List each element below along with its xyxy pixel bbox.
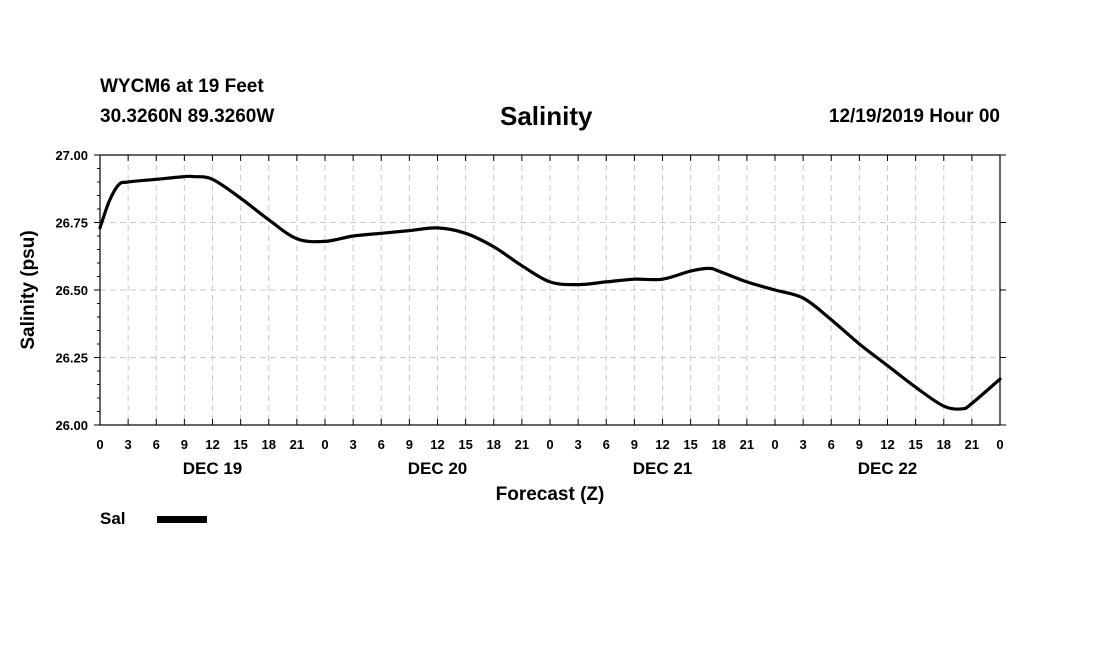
grid-lines — [100, 155, 1000, 425]
y-axis-title: Salinity (psu) — [18, 230, 39, 349]
x-tick-label: 15 — [683, 437, 697, 452]
station-label: WYCM6 at 19 Feet — [100, 76, 264, 97]
x-tick-label: 15 — [908, 437, 922, 452]
x-tick-label: 9 — [406, 437, 413, 452]
y-tick-label: 26.50 — [55, 283, 88, 298]
day-label: DEC 20 — [408, 459, 468, 478]
x-tick-label: 0 — [96, 437, 103, 452]
x-tick-label: 3 — [800, 437, 807, 452]
x-tick-label: 6 — [828, 437, 835, 452]
day-labels: DEC 19 DEC 20 DEC 21 DEC 22 — [183, 459, 918, 478]
axis-ticks — [94, 154, 1006, 426]
y-tick-label: 26.25 — [55, 351, 88, 366]
x-tick-label: 9 — [856, 437, 863, 452]
x-tick-label: 18 — [937, 437, 951, 452]
x-tick-label: 12 — [880, 437, 894, 452]
y-tick-label: 27.00 — [55, 148, 88, 163]
day-label: DEC 22 — [858, 459, 918, 478]
y-tick-label: 26.00 — [55, 418, 88, 433]
x-tick-label: 18 — [487, 437, 501, 452]
x-tick-label: 18 — [712, 437, 726, 452]
y-tick-label: 26.75 — [55, 216, 88, 231]
x-tick-label: 0 — [996, 437, 1003, 452]
x-tick-label: 3 — [350, 437, 357, 452]
day-label: DEC 21 — [633, 459, 693, 478]
x-tick-label: 9 — [181, 437, 188, 452]
chart-title: Salinity — [500, 101, 593, 131]
x-tick-label: 6 — [603, 437, 610, 452]
x-tick-label: 21 — [290, 437, 304, 452]
x-tick-label: 12 — [655, 437, 669, 452]
x-tick-label: 18 — [262, 437, 276, 452]
run-time-label: 12/19/2019 Hour 00 — [828, 106, 1000, 127]
x-tick-label: 0 — [771, 437, 778, 452]
x-tick-label: 3 — [575, 437, 582, 452]
x-tick-label: 6 — [153, 437, 160, 452]
x-tick-label: 3 — [125, 437, 132, 452]
coordinates-label: 30.3260N 89.3260W — [100, 106, 275, 127]
x-tick-label: 21 — [740, 437, 754, 452]
x-tick-label: 21 — [965, 437, 979, 452]
x-tick-label: 15 — [458, 437, 472, 452]
x-tick-label: 21 — [515, 437, 529, 452]
x-tick-label: 0 — [321, 437, 328, 452]
legend-swatch — [156, 515, 207, 523]
series-line-sal — [98, 174, 1002, 411]
plot-frame — [99, 154, 1001, 426]
x-axis-title: Forecast (Z) — [496, 484, 605, 505]
x-tick-label: 15 — [233, 437, 247, 452]
day-label: DEC 19 — [183, 459, 243, 478]
legend: Sal — [100, 509, 207, 529]
x-tick-label: 12 — [430, 437, 444, 452]
x-tick-label: 0 — [546, 437, 553, 452]
x-tick-label: 9 — [631, 437, 638, 452]
y-tick-labels: 26.00 26.25 26.50 26.75 27.00 — [55, 148, 88, 433]
x-tick-labels: 0 3 6 9 12 15 18 21 0 3 6 9 12 15 18 21 0 3 6 9 12 15 18 21 0 3 6 9… — [96, 437, 1003, 452]
x-tick-label: 6 — [378, 437, 385, 452]
x-tick-label: 12 — [205, 437, 219, 452]
legend-label: Sal — [100, 509, 126, 528]
